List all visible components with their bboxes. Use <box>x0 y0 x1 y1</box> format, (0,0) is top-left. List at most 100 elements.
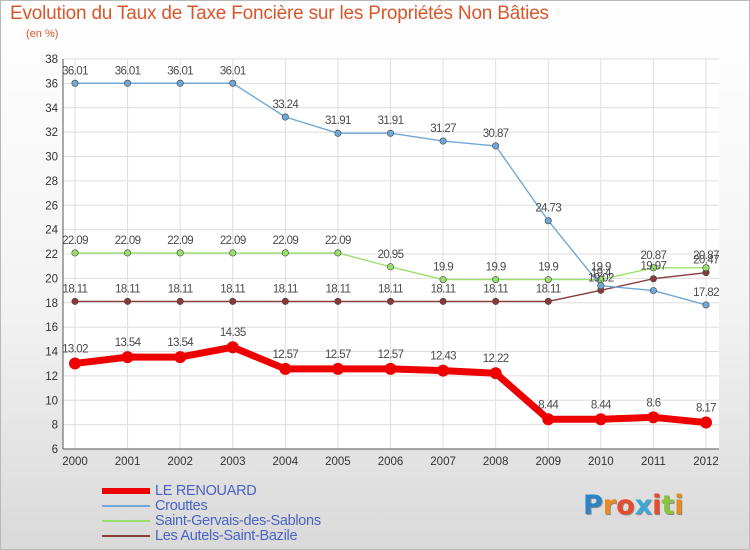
y-tick-label: 8 <box>52 420 58 432</box>
x-tick-label: 2005 <box>325 456 351 468</box>
data-point <box>492 297 500 305</box>
data-label: 17.82 <box>693 287 719 299</box>
y-tick-label: 22 <box>45 249 58 261</box>
data-label: 13.02 <box>62 343 88 355</box>
data-label: 20.47 <box>693 255 719 267</box>
data-point <box>69 357 81 370</box>
data-label: 18.11 <box>63 283 88 295</box>
logo-letter: P <box>583 490 603 521</box>
logo-letter: o <box>616 490 635 521</box>
legend-swatch-les-autels <box>102 535 150 537</box>
data-point <box>647 411 660 424</box>
logo-letter: i <box>674 490 684 521</box>
data-point <box>229 79 237 87</box>
data-label: 18.11 <box>273 283 298 295</box>
data-point <box>334 249 342 257</box>
data-label: 19.02 <box>588 272 614 284</box>
logo-letter: x <box>634 490 653 521</box>
data-point <box>544 217 552 225</box>
data-point <box>71 249 79 257</box>
x-tick-label: 2012 <box>693 456 719 468</box>
y-tick-label: 24 <box>45 225 58 237</box>
data-label: 22.09 <box>167 235 193 247</box>
data-point <box>649 264 657 272</box>
data-point <box>124 297 132 305</box>
x-tick-label: 2010 <box>588 456 614 468</box>
data-point <box>439 297 447 305</box>
legend-swatch-le-renouard <box>102 488 150 494</box>
logo-letter: i <box>652 490 662 521</box>
logo-letter: r <box>602 490 617 521</box>
x-tick-label: 2002 <box>167 456 193 468</box>
legend-swatch-saint-gervais <box>102 520 150 522</box>
data-point <box>384 362 397 375</box>
data-point <box>386 129 394 137</box>
data-point <box>492 142 500 150</box>
y-tick-label: 30 <box>45 152 58 164</box>
data-point <box>124 79 132 87</box>
data-point <box>229 249 237 257</box>
data-point <box>71 297 79 305</box>
data-point <box>702 264 710 272</box>
data-label: 18.11 <box>168 283 193 295</box>
data-point <box>542 413 555 426</box>
data-point <box>492 276 500 284</box>
x-tick-label: 2006 <box>378 456 404 468</box>
data-label: 18.11 <box>483 283 508 295</box>
data-label: 36.01 <box>115 65 141 77</box>
data-label: 18.11 <box>378 283 403 295</box>
legend-label: LE RENOUARD <box>155 483 257 499</box>
data-label: 14.35 <box>220 327 246 339</box>
data-label: 12.43 <box>430 351 456 363</box>
data-label: 20.87 <box>641 250 667 262</box>
data-label: 31.91 <box>378 115 404 127</box>
y-tick-label: 32 <box>45 127 58 139</box>
legend-swatch-crouttes <box>102 505 150 507</box>
data-label: 8.17 <box>696 403 716 415</box>
data-label: 19.9 <box>486 262 506 274</box>
y-tick-label: 12 <box>45 371 58 383</box>
data-point <box>124 249 132 257</box>
data-point <box>439 137 447 145</box>
y-tick-label: 10 <box>45 395 58 407</box>
data-label: 36.01 <box>220 65 246 77</box>
data-point <box>700 416 712 429</box>
x-tick-label: 2004 <box>273 456 299 468</box>
y-tick-label: 26 <box>45 200 58 212</box>
y-tick-label: 38 <box>45 54 58 66</box>
data-label: 24.73 <box>535 203 561 215</box>
y-tick-label: 28 <box>45 176 58 188</box>
x-tick-label: 2008 <box>483 456 509 468</box>
logo-letter: t <box>661 490 675 521</box>
y-tick-label: 16 <box>45 322 58 334</box>
y-tick-label: 34 <box>45 103 58 115</box>
data-label: 30.87 <box>483 128 509 140</box>
data-point <box>594 413 607 426</box>
y-tick-label: 6 <box>52 444 58 456</box>
y-tick-label: 36 <box>45 78 58 90</box>
data-point <box>229 297 237 305</box>
data-point <box>702 301 710 309</box>
legend-label: Crouttes <box>155 498 208 514</box>
data-point <box>331 362 344 375</box>
data-label: 18.11 <box>431 283 456 295</box>
data-point <box>334 297 342 305</box>
data-label: 8.6 <box>646 397 660 409</box>
data-label: 12.57 <box>378 349 404 361</box>
data-label: 22.09 <box>325 235 351 247</box>
proxiti-logo: Proxiti <box>583 490 684 521</box>
data-point <box>597 282 605 290</box>
data-label: 31.91 <box>325 115 351 127</box>
data-point <box>71 79 79 87</box>
data-label: 8.44 <box>538 399 559 411</box>
data-point <box>281 113 289 121</box>
data-point <box>279 362 292 375</box>
data-point <box>439 276 447 284</box>
data-label: 18.11 <box>220 283 245 295</box>
data-label: 18.11 <box>115 283 140 295</box>
x-tick-label: 2001 <box>115 456 141 468</box>
data-label: 18.11 <box>536 283 561 295</box>
data-label: 31.27 <box>430 123 456 135</box>
data-label: 36.01 <box>167 65 193 77</box>
data-point <box>176 79 184 87</box>
